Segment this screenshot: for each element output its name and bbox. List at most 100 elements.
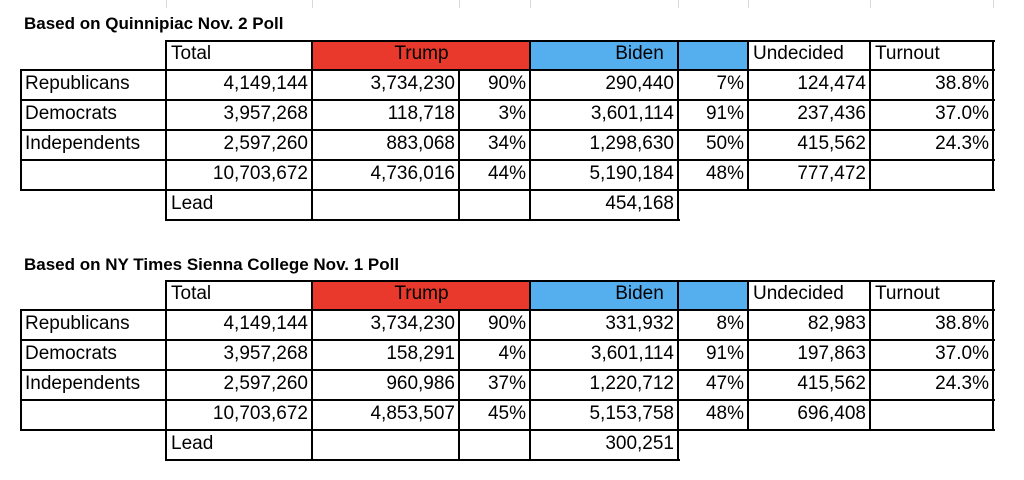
trump-cell: 883,068 bbox=[386, 133, 455, 154]
header-biden: Biden bbox=[615, 283, 664, 304]
row-label: Republicans bbox=[25, 73, 130, 94]
biden-pct-cell: 91% bbox=[705, 103, 744, 124]
grid-line bbox=[311, 40, 313, 221]
grid-line bbox=[458, 309, 460, 461]
sum-trump-pct: 44% bbox=[487, 163, 526, 184]
total-cell: 3,957,268 bbox=[223, 103, 308, 124]
turnout-cell: 37.0% bbox=[935, 343, 989, 364]
turnout-cell: 38.8% bbox=[935, 313, 989, 334]
trump-header-fill bbox=[312, 40, 530, 70]
row-label: Democrats bbox=[25, 103, 117, 124]
biden-cell: 331,932 bbox=[605, 313, 674, 334]
grid-line bbox=[677, 280, 679, 461]
grid-line bbox=[458, 69, 460, 221]
grid-line bbox=[747, 40, 749, 191]
lead-value: 300,251 bbox=[605, 433, 674, 454]
sum-total: 10,703,672 bbox=[212, 403, 308, 424]
grid-line bbox=[20, 129, 995, 131]
trump-pct-cell: 90% bbox=[487, 313, 526, 334]
table-title: Based on NY Times Sienna College Nov. 1 … bbox=[24, 255, 400, 274]
trump-pct-cell: 90% bbox=[487, 73, 526, 94]
turnout-cell: 24.3% bbox=[935, 133, 989, 154]
trump-header-fill bbox=[312, 280, 530, 310]
sum-biden: 5,190,184 bbox=[589, 163, 674, 184]
undecided-cell: 237,436 bbox=[797, 103, 866, 124]
row-label: Republicans bbox=[25, 313, 130, 334]
biden-pct-cell: 91% bbox=[705, 343, 744, 364]
grid-line bbox=[20, 399, 995, 401]
trump-pct-cell: 4% bbox=[498, 343, 526, 364]
grid-line bbox=[992, 280, 994, 431]
grid-line bbox=[165, 280, 167, 461]
trump-pct-cell: 34% bbox=[487, 133, 526, 154]
biden-header-fill bbox=[530, 280, 748, 310]
biden-cell: 1,298,630 bbox=[589, 133, 674, 154]
trump-pct-cell: 37% bbox=[487, 373, 526, 394]
header-total: Total bbox=[171, 283, 212, 304]
turnout-cell: 38.8% bbox=[935, 73, 989, 94]
grid-line bbox=[166, 219, 680, 221]
total-cell: 4,149,144 bbox=[223, 73, 308, 94]
total-cell: 4,149,144 bbox=[223, 313, 308, 334]
sum-undecided: 696,408 bbox=[797, 403, 866, 424]
grid-line bbox=[869, 280, 871, 431]
biden-pct-cell: 47% bbox=[705, 373, 744, 394]
row-label: Independents bbox=[25, 133, 141, 154]
sum-trump-pct: 45% bbox=[487, 403, 526, 424]
trump-cell: 960,986 bbox=[386, 373, 455, 394]
header-biden: Biden bbox=[615, 43, 664, 64]
grid-line bbox=[20, 429, 995, 431]
header-undecided: Undecided bbox=[753, 43, 844, 64]
lead-value: 454,168 bbox=[605, 193, 674, 214]
biden-pct-cell: 8% bbox=[716, 313, 744, 334]
grid-line bbox=[20, 309, 22, 431]
header-turnout: Turnout bbox=[875, 43, 940, 64]
sum-biden: 5,153,758 bbox=[589, 403, 674, 424]
sum-trump: 4,736,016 bbox=[370, 163, 455, 184]
grid-line bbox=[529, 280, 531, 461]
undecided-cell: 124,474 bbox=[797, 73, 866, 94]
header-turnout: Turnout bbox=[875, 283, 940, 304]
grid-line bbox=[165, 40, 167, 221]
turnout-cell: 37.0% bbox=[935, 103, 989, 124]
header-total: Total bbox=[171, 43, 212, 64]
trump-pct-cell: 3% bbox=[498, 103, 526, 124]
lead-label: Lead bbox=[171, 193, 214, 214]
grid-line bbox=[20, 159, 995, 161]
biden-cell: 290,440 bbox=[605, 73, 674, 94]
row-label: Independents bbox=[25, 373, 141, 394]
grid-line bbox=[20, 339, 995, 341]
turnout-cell: 24.3% bbox=[935, 373, 989, 394]
grid-line bbox=[20, 369, 995, 371]
trump-cell: 3,734,230 bbox=[370, 313, 455, 334]
sum-biden-pct: 48% bbox=[705, 163, 744, 184]
trump-cell: 158,291 bbox=[386, 343, 455, 364]
header-trump: Trump bbox=[394, 283, 449, 304]
sum-trump: 4,853,507 bbox=[370, 403, 455, 424]
trump-cell: 118,718 bbox=[387, 103, 455, 124]
total-cell: 2,597,260 bbox=[223, 133, 308, 154]
grid-line bbox=[529, 40, 531, 221]
undecided-cell: 415,562 bbox=[797, 373, 866, 394]
biden-pct-cell: 7% bbox=[716, 73, 744, 94]
grid-line bbox=[311, 280, 313, 461]
grid-line bbox=[20, 69, 995, 71]
table-title: Based on Quinnipiac Nov. 2 Poll bbox=[24, 14, 284, 33]
grid-line bbox=[869, 40, 871, 191]
biden-cell: 3,601,114 bbox=[590, 343, 674, 364]
grid-line bbox=[20, 69, 22, 191]
header-undecided: Undecided bbox=[753, 283, 844, 304]
biden-pct-cell: 50% bbox=[705, 133, 744, 154]
trump-cell: 3,734,230 bbox=[370, 73, 455, 94]
biden-cell: 3,601,114 bbox=[590, 103, 674, 124]
grid-line bbox=[992, 40, 994, 191]
total-cell: 2,597,260 bbox=[223, 373, 308, 394]
grid-line bbox=[166, 280, 995, 282]
sum-undecided: 777,472 bbox=[797, 163, 866, 184]
sum-biden-pct: 48% bbox=[705, 403, 744, 424]
grid-line bbox=[20, 99, 995, 101]
grid-line bbox=[166, 40, 995, 42]
undecided-cell: 197,863 bbox=[797, 343, 866, 364]
row-label: Democrats bbox=[25, 343, 117, 364]
undecided-cell: 82,983 bbox=[807, 313, 866, 334]
